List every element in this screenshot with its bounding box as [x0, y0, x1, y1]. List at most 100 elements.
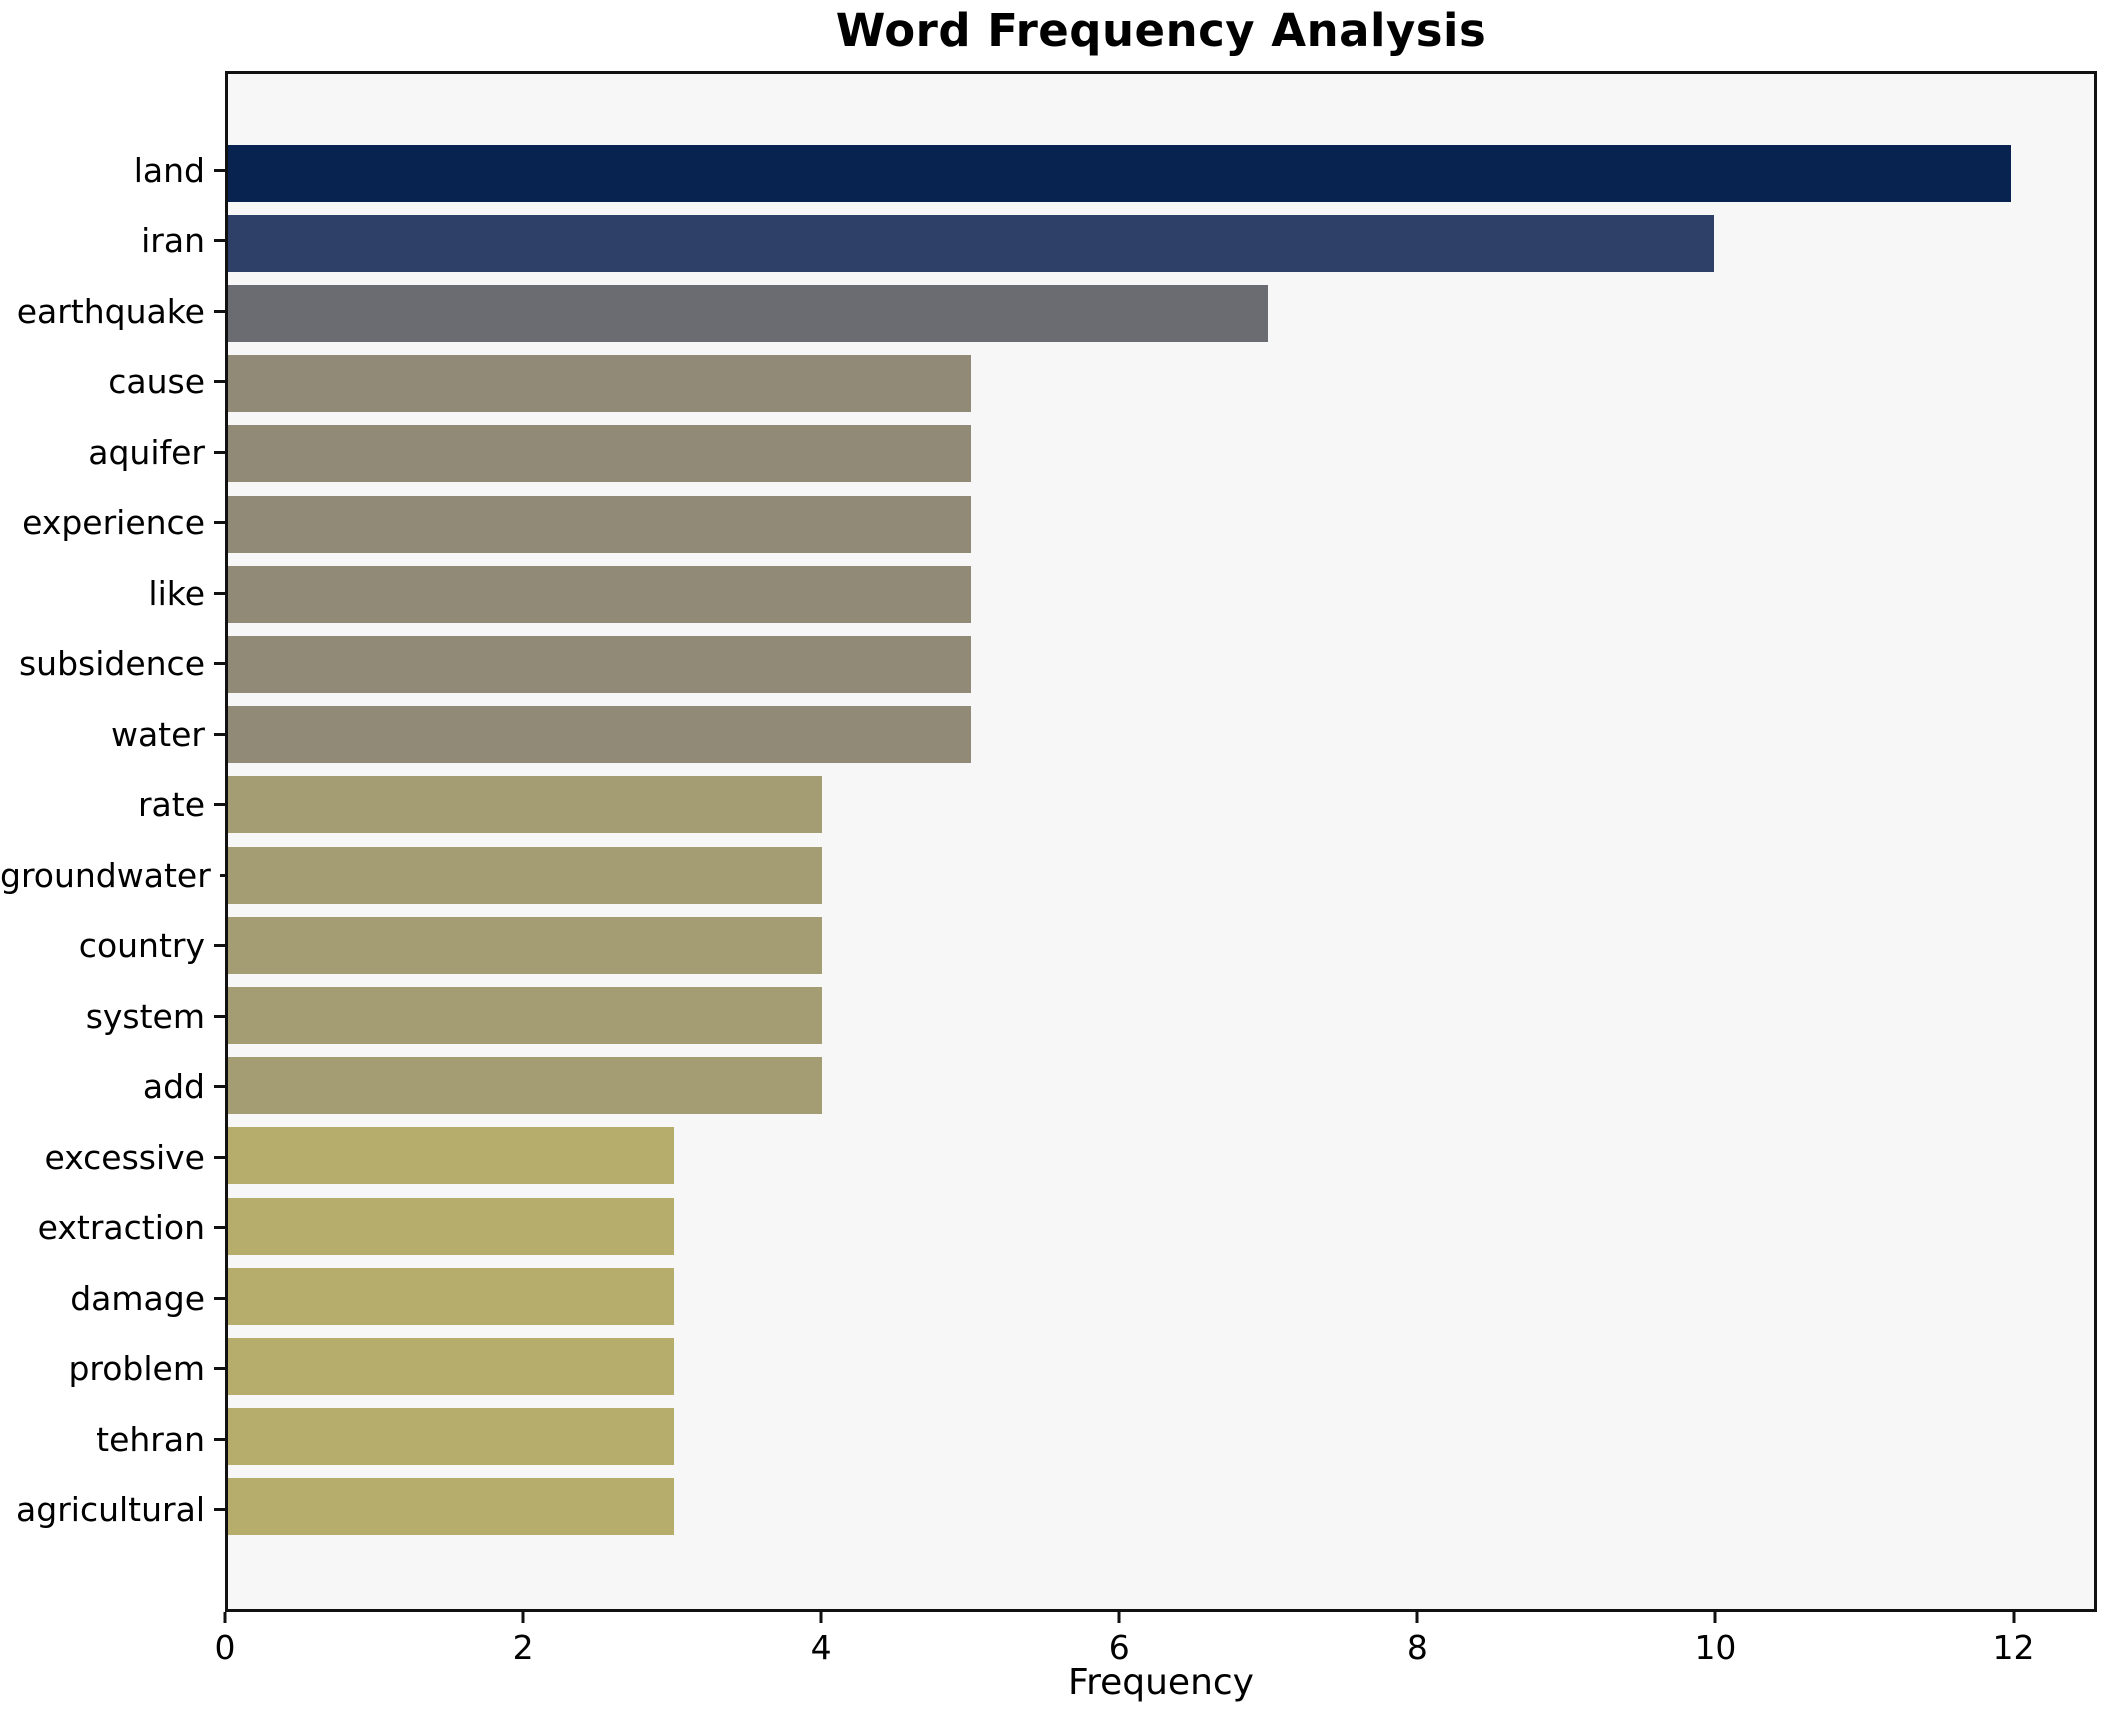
- bar-row: [228, 980, 2094, 1050]
- y-tick-row: groundwater: [0, 840, 225, 911]
- frequency-bar: [228, 355, 971, 413]
- y-tick-label: groundwater: [0, 855, 211, 895]
- x-tick-label: 8: [1406, 1628, 1428, 1667]
- y-tick-label: rate: [137, 785, 205, 825]
- x-tick-label: 4: [810, 1628, 832, 1667]
- y-tick-mark: [214, 1367, 225, 1371]
- y-tick-row: water: [0, 699, 225, 770]
- y-tick-row: aquifer: [0, 417, 225, 488]
- bars-area: [228, 138, 2094, 1542]
- x-tick-label: 2: [512, 1628, 534, 1667]
- y-tick-mark: [214, 732, 225, 736]
- bar-row: [228, 489, 2094, 559]
- bar-row: [228, 1472, 2094, 1542]
- y-tick-row: system: [0, 981, 225, 1052]
- y-tick-row: cause: [0, 347, 225, 418]
- x-axis: 0 2 4 6 8 10 12: [215, 1612, 2097, 1682]
- y-tick-mark: [214, 1296, 225, 1300]
- y-tick-mark: [214, 803, 225, 807]
- y-tick-label: water: [110, 714, 205, 754]
- frequency-bar: [228, 144, 2011, 202]
- y-tick-label: iran: [141, 221, 205, 261]
- bar-row: [228, 1191, 2094, 1261]
- y-axis-labels: land iran earthquake cause aquifer experience…: [0, 135, 225, 1545]
- y-tick-mark: [214, 1085, 225, 1089]
- y-tick-mark: [214, 1508, 225, 1512]
- bar-row: [228, 1261, 2094, 1331]
- frequency-bar: [228, 1057, 823, 1115]
- x-tick-mark: [1117, 1612, 1121, 1623]
- frequency-bar: [228, 1478, 674, 1536]
- y-tick-label: land: [133, 150, 205, 190]
- y-tick-row: earthquake: [0, 276, 225, 347]
- bar-row: [228, 208, 2094, 278]
- bar-row: [228, 138, 2094, 208]
- bar-row: [228, 559, 2094, 629]
- y-tick-label: subsidence: [18, 644, 205, 684]
- y-tick-mark: [214, 944, 225, 948]
- y-tick-mark: [214, 1155, 225, 1159]
- y-tick-row: iran: [0, 206, 225, 277]
- frequency-bar: [228, 285, 1268, 342]
- y-tick-mark: [214, 521, 225, 525]
- x-tick-mark: [819, 1612, 823, 1623]
- frequency-bar: [228, 214, 1714, 272]
- y-tick-row: country: [0, 911, 225, 982]
- x-tick-mark: [1713, 1612, 1717, 1623]
- y-tick-mark: [214, 168, 225, 172]
- frequency-bar: [228, 636, 971, 694]
- frequency-bar: [228, 846, 823, 904]
- y-tick-label: aquifer: [88, 432, 205, 472]
- y-tick-row: rate: [0, 770, 225, 841]
- bar-row: [228, 840, 2094, 910]
- bar-row: [228, 700, 2094, 770]
- frequency-bar: [228, 706, 971, 764]
- frequency-bar: [228, 565, 971, 623]
- y-tick-row: subsidence: [0, 629, 225, 700]
- y-tick-mark: [214, 591, 225, 595]
- bar-row: [228, 1331, 2094, 1401]
- y-tick-row: extraction: [0, 1193, 225, 1264]
- x-tick-label: 6: [1108, 1628, 1130, 1667]
- y-tick-label: earthquake: [16, 291, 205, 331]
- y-tick-label: agricultural: [16, 1490, 205, 1530]
- plot-area: [225, 71, 2097, 1612]
- y-tick-mark: [214, 450, 225, 454]
- y-tick-label: extraction: [37, 1208, 205, 1248]
- frequency-bar: [228, 425, 971, 483]
- frequency-bar: [228, 495, 971, 553]
- bar-row: [228, 770, 2094, 840]
- y-tick-row: land: [0, 135, 225, 206]
- y-tick-label: damage: [70, 1278, 205, 1318]
- y-tick-label: system: [85, 996, 205, 1036]
- y-tick-row: damage: [0, 1263, 225, 1334]
- y-tick-row: like: [0, 558, 225, 629]
- x-tick-mark: [521, 1612, 525, 1623]
- frequency-bar: [228, 1338, 674, 1396]
- y-tick-row: agricultural: [0, 1475, 225, 1546]
- y-tick-label: cause: [108, 362, 205, 402]
- y-tick-row: add: [0, 1052, 225, 1123]
- y-tick-mark: [214, 239, 225, 243]
- y-tick-row: experience: [0, 488, 225, 559]
- bar-row: [228, 1121, 2094, 1191]
- frequency-bar: [228, 776, 823, 834]
- y-tick-label: experience: [22, 503, 205, 543]
- y-tick-row: excessive: [0, 1122, 225, 1193]
- y-tick-mark: [214, 1226, 225, 1230]
- bar-row: [228, 349, 2094, 419]
- bar-row: [228, 1402, 2094, 1472]
- frequency-bar: [228, 1267, 674, 1325]
- y-tick-label: country: [78, 926, 205, 966]
- y-tick-row: tehran: [0, 1404, 225, 1475]
- y-tick-label: excessive: [44, 1137, 205, 1177]
- y-tick-mark: [214, 380, 225, 384]
- frequency-bar: [228, 1197, 674, 1255]
- x-tick-mark: [223, 1612, 227, 1623]
- frequency-bar: [228, 1408, 674, 1466]
- y-tick-mark: [214, 309, 225, 313]
- bar-row: [228, 1051, 2094, 1121]
- bar-row: [228, 419, 2094, 489]
- bar-row: [228, 629, 2094, 699]
